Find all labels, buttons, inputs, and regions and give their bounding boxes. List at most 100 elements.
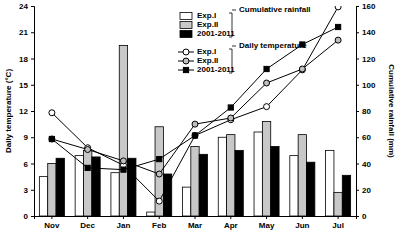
legend-title: Daily temperature [239,41,307,50]
tick-label: Nov [44,221,60,230]
tick-mark [31,216,34,217]
tick-mark [356,190,359,191]
chart: 03691215182124020406080100120140160NovDe… [0,0,400,234]
tick-label: 160 [362,2,376,11]
tick: 24 [19,2,34,11]
tick-label: Dec [80,221,95,230]
marker [157,157,162,162]
tick-label: 15 [19,81,28,90]
tick-mark [356,59,359,60]
tick-mark [302,216,303,219]
x-axis: Nov Dec Jan Feb Mar Apr May Jun Jul [35,216,357,230]
bar [262,122,270,217]
tick-mark [195,216,196,219]
marker [192,121,198,127]
legend-title: Cumulative rainfall [239,5,311,14]
bar [235,150,243,216]
bar [147,212,155,216]
tick-mark [31,137,34,138]
legend-bracket [229,10,236,37]
y2-axis: 020406080100120140160 [356,2,376,221]
tick-mark [338,216,339,219]
marker [120,158,126,164]
marker [299,67,305,73]
marker [335,6,341,10]
bar [218,137,226,216]
marker [335,37,341,43]
marker [85,147,91,153]
legend-bracket [229,46,236,73]
legend-swatch [180,31,192,38]
marker [156,198,162,204]
plot-area [39,6,350,216]
tick-label: 6 [24,160,29,169]
tick-label: 60 [362,133,371,142]
bar [119,45,127,216]
bar [56,158,64,216]
tick: Nov [44,216,60,230]
tick-label: Mar [188,221,202,230]
bar-series [56,146,351,216]
tick-label: 140 [362,28,376,37]
tick: 18 [19,55,34,64]
tick-mark [230,216,231,219]
legend-label: Exp.I [197,47,216,56]
bar [191,146,199,216]
tick-mark [31,32,34,33]
tick: 6 [24,160,34,169]
tick-label: Jun [295,221,309,230]
tick: 60 [356,133,371,142]
tick: May [259,216,275,230]
bar [199,154,207,216]
marker [192,133,198,139]
axis-line [31,7,35,217]
tick: 15 [19,81,34,90]
line-series [49,37,341,177]
tick-label: Feb [152,221,166,230]
bar [83,150,91,216]
tick-mark [87,216,88,219]
axis-title: Cumulative rainfall (mm) [387,64,396,158]
tick: 12 [19,107,34,116]
legend-label: Exp.I [197,11,216,20]
tick: 0 [356,212,367,221]
tick-label: Apr [224,221,238,230]
bar [227,135,235,216]
tick-label: Jan [117,221,131,230]
marker [156,171,162,177]
tick: Jul [332,216,344,230]
tick-label: 21 [19,28,28,37]
bar [271,146,279,216]
marker [49,136,54,141]
bar [307,162,315,216]
tick-label: May [259,221,275,230]
tick: Jun [295,216,309,230]
bar [290,156,298,216]
tick: 0 [24,212,34,221]
tick: Mar [188,216,202,230]
tick: 9 [24,133,34,142]
marker [192,133,197,138]
tick: Apr [224,216,238,230]
legend-marker [183,49,189,55]
marker [49,110,55,116]
marker [264,80,270,86]
tick: 21 [19,28,34,37]
bar [182,187,190,216]
line-series [49,6,341,204]
bar [342,175,350,216]
line [52,7,338,201]
tick: 20 [356,186,371,195]
marker [228,115,234,121]
tick-mark [31,190,34,191]
tick: Dec [80,216,95,230]
bar [326,150,334,216]
tick: 160 [356,2,376,11]
bar [39,177,47,216]
tick-mark [31,59,34,60]
tick-label: 12 [19,107,28,116]
tick: 3 [24,186,34,195]
marker [264,104,270,110]
legend-swatch [180,13,192,20]
tick-mark [356,85,359,86]
